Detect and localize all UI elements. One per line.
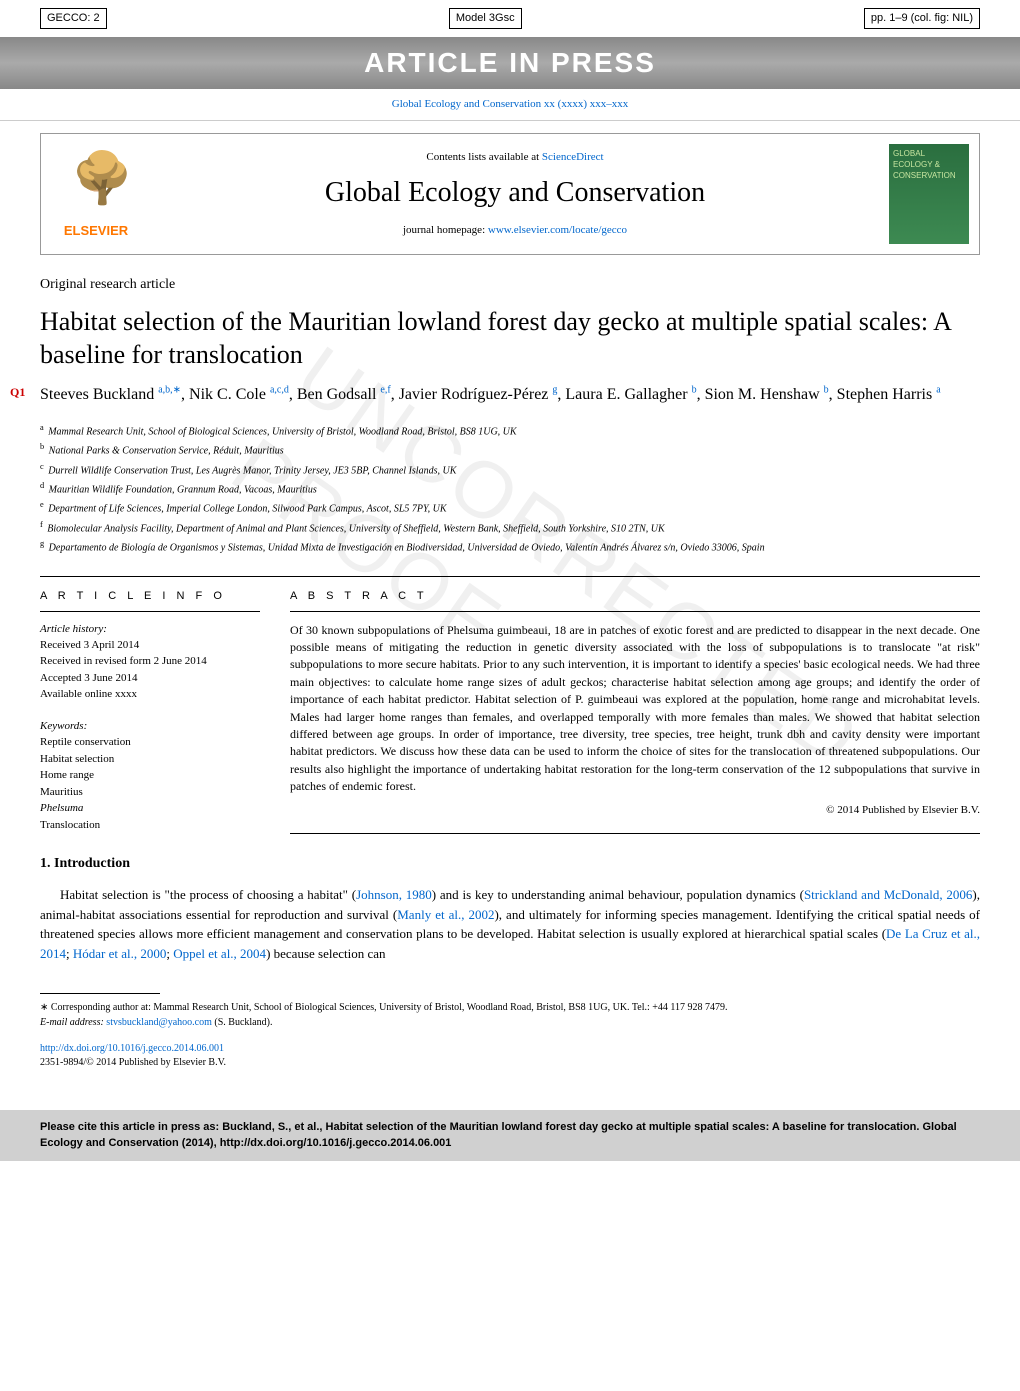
q1-marker: Q1 <box>10 384 25 401</box>
homepage-link[interactable]: www.elsevier.com/locate/gecco <box>488 224 627 236</box>
model-tag: Model 3Gsc <box>449 8 522 29</box>
history-label: Article history: <box>40 622 260 637</box>
history-item: Available online xxxx <box>40 686 260 703</box>
abstract-copyright: © 2014 Published by Elsevier B.V. <box>290 803 980 833</box>
email-suffix: (S. Buckland). <box>212 1017 273 1028</box>
keywords-label: Keywords: <box>40 719 260 734</box>
affiliation-line: f Biomolecular Analysis Facility, Depart… <box>40 518 980 537</box>
corresponding-footnote: ∗ Corresponding author at: Mammal Resear… <box>40 1000 980 1015</box>
homepage-line: journal homepage: www.elsevier.com/locat… <box>161 223 869 238</box>
doi-copyright: 2351-9894/© 2014 Published by Elsevier B… <box>40 1057 226 1068</box>
intro-heading: 1. Introduction <box>40 854 980 874</box>
info-heading: a r t i c l e i n f o <box>40 589 260 611</box>
journal-info-block: Contents lists available at ScienceDirec… <box>141 150 889 238</box>
cite-instruction: Please cite this article in press as: Bu… <box>0 1110 1020 1161</box>
history-items: Received 3 April 2014Received in revised… <box>40 637 260 703</box>
keyword-item: Home range <box>40 767 260 784</box>
article-content: UNCORRECTED PROOF Original research arti… <box>0 255 1020 1090</box>
authors-text: Steeves Buckland a,b,∗, Nik C. Cole a,c,… <box>40 386 941 403</box>
article-title: Habitat selection of the Mauritian lowla… <box>40 305 980 373</box>
in-press-banner: ARTICLE IN PRESS <box>0 37 1020 88</box>
proof-header: GECCO: 2 Model 3Gsc pp. 1–9 (col. fig: N… <box>0 0 1020 37</box>
affiliation-line: g Departamento de Biología de Organismos… <box>40 537 980 556</box>
contents-line: Contents lists available at ScienceDirec… <box>161 150 869 165</box>
journal-header: ELSEVIER Contents lists available at Sci… <box>40 133 980 255</box>
journal-title: Global Ecology and Conservation <box>161 173 869 212</box>
affiliations: a Mammal Research Unit, School of Biolog… <box>40 421 980 556</box>
email-label: E-mail address: <box>40 1017 106 1028</box>
history-item: Received in revised form 2 June 2014 <box>40 653 260 670</box>
intro-paragraph: Habitat selection is "the process of cho… <box>40 885 980 963</box>
elsevier-name: ELSEVIER <box>51 222 141 240</box>
history-item: Accepted 3 June 2014 <box>40 670 260 687</box>
doi-link[interactable]: http://dx.doi.org/10.1016/j.gecco.2014.0… <box>40 1043 224 1054</box>
elsevier-tree-icon <box>66 148 126 218</box>
journal-cover-thumb: GLOBAL ECOLOGY & CONSERVATION <box>889 144 969 244</box>
email-footnote: E-mail address: stvsbuckland@yahoo.com (… <box>40 1015 980 1030</box>
article-info: a r t i c l e i n f o Article history: R… <box>40 589 260 834</box>
pages-tag: pp. 1–9 (col. fig: NIL) <box>864 8 980 29</box>
email-link[interactable]: stvsbuckland@yahoo.com <box>106 1017 212 1028</box>
affiliation-line: c Durrell Wildlife Conservation Trust, L… <box>40 460 980 479</box>
abstract-heading: a b s t r a c t <box>290 589 980 611</box>
authors-line: Q1 Steeves Buckland a,b,∗, Nik C. Cole a… <box>40 384 980 407</box>
history-item: Received 3 April 2014 <box>40 637 260 654</box>
doi-block: http://dx.doi.org/10.1016/j.gecco.2014.0… <box>40 1042 980 1070</box>
keywords-items: Reptile conservationHabitat selectionHom… <box>40 734 260 833</box>
affiliation-line: d Mauritian Wildlife Foundation, Grannum… <box>40 479 980 498</box>
keyword-item: Phelsuma <box>40 800 260 817</box>
article-type: Original research article <box>40 275 980 295</box>
keyword-item: Translocation <box>40 817 260 834</box>
sciencedirect-link[interactable]: ScienceDirect <box>542 151 604 163</box>
elsevier-logo: ELSEVIER <box>51 148 141 240</box>
affiliation-line: a Mammal Research Unit, School of Biolog… <box>40 421 980 440</box>
keyword-item: Reptile conservation <box>40 734 260 751</box>
abstract-text: Of 30 known subpopulations of Phelsuma g… <box>290 622 980 796</box>
keyword-item: Mauritius <box>40 784 260 801</box>
keyword-item: Habitat selection <box>40 751 260 768</box>
journal-reference: Global Ecology and Conservation xx (xxxx… <box>0 89 1020 121</box>
affiliation-line: e Department of Life Sciences, Imperial … <box>40 498 980 517</box>
affiliation-line: b National Parks & Conservation Service,… <box>40 440 980 459</box>
gecco-tag: GECCO: 2 <box>40 8 107 29</box>
homepage-prefix: journal homepage: <box>403 224 488 236</box>
abstract: a b s t r a c t Of 30 known subpopulatio… <box>290 589 980 834</box>
info-abstract-block: a r t i c l e i n f o Article history: R… <box>40 576 980 834</box>
footnote-separator <box>40 993 160 994</box>
contents-prefix: Contents lists available at <box>426 151 541 163</box>
